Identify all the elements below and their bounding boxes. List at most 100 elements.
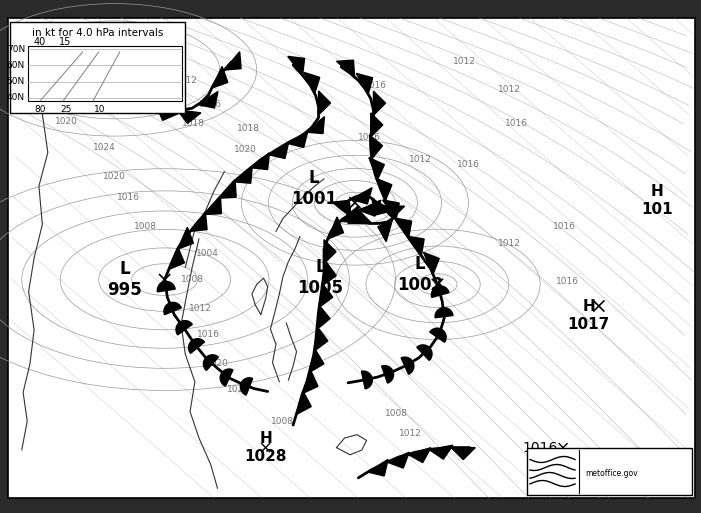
Text: 1020: 1020: [233, 146, 257, 154]
Polygon shape: [156, 105, 178, 121]
Polygon shape: [374, 91, 386, 115]
Polygon shape: [119, 78, 136, 97]
Text: 70N: 70N: [7, 45, 25, 53]
Text: 1012: 1012: [398, 429, 421, 438]
Polygon shape: [82, 76, 95, 94]
Text: L
1003: L 1003: [397, 255, 443, 294]
Polygon shape: [351, 188, 372, 204]
Text: 1012: 1012: [155, 76, 177, 85]
Polygon shape: [297, 391, 311, 415]
Polygon shape: [317, 305, 330, 329]
Text: 1012: 1012: [498, 86, 521, 94]
Polygon shape: [423, 252, 440, 274]
Text: 1008: 1008: [271, 417, 294, 426]
Polygon shape: [240, 378, 252, 395]
Text: 80: 80: [34, 105, 46, 114]
Text: 1016: 1016: [364, 81, 387, 90]
Text: 1018: 1018: [237, 124, 260, 133]
Text: 1016: 1016: [557, 278, 580, 286]
Text: 1016: 1016: [358, 132, 381, 142]
Polygon shape: [369, 157, 384, 180]
Text: L
1005: L 1005: [298, 258, 343, 297]
Text: 1012: 1012: [498, 239, 521, 248]
Polygon shape: [234, 166, 252, 183]
Polygon shape: [251, 153, 269, 169]
Text: 1016: 1016: [24, 90, 47, 100]
Polygon shape: [383, 200, 399, 220]
Text: 1004: 1004: [93, 102, 116, 111]
Polygon shape: [177, 110, 201, 123]
Text: 1016: 1016: [197, 330, 220, 339]
Text: L
998: L 998: [54, 40, 88, 78]
Polygon shape: [371, 113, 383, 137]
Polygon shape: [190, 213, 207, 231]
Polygon shape: [340, 206, 358, 223]
Text: L
1001: L 1001: [291, 169, 336, 208]
Polygon shape: [39, 72, 53, 88]
Polygon shape: [304, 72, 320, 93]
Text: 1020: 1020: [206, 359, 229, 368]
Polygon shape: [336, 60, 355, 77]
Polygon shape: [164, 302, 182, 314]
Text: 1018: 1018: [182, 119, 205, 128]
Polygon shape: [177, 227, 193, 249]
Polygon shape: [435, 308, 453, 318]
Text: 1024: 1024: [93, 143, 116, 152]
Polygon shape: [401, 357, 414, 374]
Text: 1008: 1008: [181, 275, 203, 284]
Polygon shape: [388, 452, 409, 468]
Text: L
995: L 995: [107, 260, 142, 299]
Polygon shape: [378, 219, 393, 242]
Text: 40: 40: [34, 37, 46, 47]
Polygon shape: [268, 142, 289, 159]
Polygon shape: [212, 66, 228, 88]
Text: metoffice.gov: metoffice.gov: [585, 469, 638, 478]
Polygon shape: [395, 218, 411, 238]
Polygon shape: [359, 200, 381, 216]
Polygon shape: [309, 349, 324, 372]
Polygon shape: [169, 247, 184, 269]
Polygon shape: [189, 339, 205, 353]
Polygon shape: [303, 371, 318, 393]
Polygon shape: [381, 206, 404, 218]
Text: H
101: H 101: [641, 184, 673, 216]
Polygon shape: [137, 94, 157, 110]
Polygon shape: [356, 73, 373, 94]
Polygon shape: [417, 345, 432, 361]
Polygon shape: [369, 135, 383, 159]
Text: 50N: 50N: [7, 77, 25, 86]
Text: H
1028: H 1028: [245, 431, 287, 464]
Text: 1016: 1016: [553, 222, 576, 231]
Text: 1016: 1016: [505, 119, 528, 128]
Polygon shape: [372, 199, 393, 215]
Polygon shape: [100, 66, 114, 83]
Polygon shape: [288, 56, 305, 75]
Polygon shape: [20, 60, 34, 76]
Polygon shape: [220, 369, 233, 386]
Text: in kt for 4.0 hPa intervals: in kt for 4.0 hPa intervals: [32, 28, 163, 38]
Text: 1024: 1024: [226, 385, 250, 394]
Polygon shape: [318, 91, 331, 115]
Polygon shape: [431, 286, 449, 298]
Text: 15: 15: [59, 37, 72, 47]
Polygon shape: [157, 282, 175, 292]
Polygon shape: [62, 79, 73, 96]
Text: 1016: 1016: [120, 76, 143, 85]
Text: 1020: 1020: [55, 116, 78, 126]
Text: 1016: 1016: [117, 193, 139, 203]
Polygon shape: [287, 131, 308, 147]
Bar: [28, 46, 182, 101]
Text: 1004: 1004: [196, 249, 219, 258]
Polygon shape: [362, 371, 372, 389]
Polygon shape: [176, 321, 192, 335]
Polygon shape: [224, 52, 241, 70]
Bar: [527, 448, 692, 495]
Bar: [10, 22, 185, 113]
Text: H
1017: H 1017: [567, 300, 610, 332]
Text: 1012: 1012: [189, 304, 212, 313]
Polygon shape: [203, 355, 219, 370]
Text: 60N: 60N: [7, 61, 25, 70]
Polygon shape: [376, 179, 392, 201]
Text: 1020: 1020: [103, 172, 126, 181]
Text: 1016: 1016: [199, 100, 222, 109]
